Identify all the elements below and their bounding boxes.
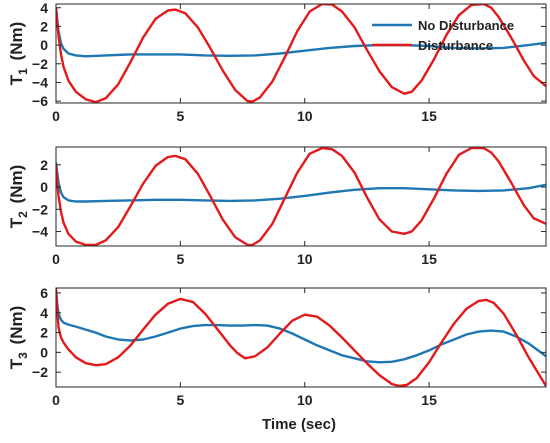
y-axis-label-symbol: T — [7, 358, 26, 369]
y-axis-label-unit: (Nm) — [7, 22, 26, 65]
y-tick-label: −2 — [32, 56, 48, 72]
x-tick-label: 10 — [297, 108, 313, 124]
y-tick-label: 0 — [40, 179, 48, 195]
y-axis-label-unit: (Nm) — [7, 306, 26, 349]
legend-entry-label: Disturbance — [418, 38, 493, 53]
y-tick-label: −2 — [32, 201, 48, 217]
legend: No Disturbance Disturbance — [372, 18, 514, 53]
y-tick-label: 2 — [40, 18, 48, 34]
x-tick-label: 15 — [421, 392, 437, 408]
y-axis-label-subscript: 1 — [16, 68, 30, 75]
y-axis-label: T2 (Nm) — [7, 165, 30, 229]
y-axis-label-symbol: T — [7, 74, 26, 85]
x-tick-label: 10 — [297, 251, 313, 267]
y-tick-label: 4 — [40, 305, 48, 321]
x-tick-label: 0 — [52, 108, 60, 124]
series-line-no-disturbance — [56, 290, 546, 364]
series-line-disturbance — [56, 288, 546, 387]
series-line-no-disturbance — [56, 7, 546, 58]
x-tick-label: 0 — [52, 392, 60, 408]
y-tick-label: 6 — [40, 285, 48, 301]
y-axis-label-subscript: 3 — [16, 352, 30, 359]
legend-entry-label: No Disturbance — [418, 18, 514, 33]
y-tick-label: −4 — [32, 224, 48, 240]
y-tick-label: 0 — [40, 37, 48, 53]
y-tick-label: 4 — [40, 0, 48, 16]
y-tick-label: −2 — [32, 364, 48, 380]
x-tick-label: 5 — [176, 251, 184, 267]
x-tick-label: 5 — [176, 392, 184, 408]
series-line-disturbance — [56, 4, 546, 103]
y-axis-label-subscript: 2 — [16, 211, 30, 218]
series-line-disturbance — [56, 147, 546, 246]
x-tick-label: 15 — [421, 251, 437, 267]
y-axis-label: T3 (Nm) — [7, 306, 30, 370]
y-axis-label-symbol: T — [7, 217, 26, 228]
x-axis-label: Time (sec) — [262, 416, 336, 433]
x-tick-label: 10 — [297, 392, 313, 408]
axes-box — [55, 287, 547, 388]
x-tick-label: 5 — [176, 108, 184, 124]
y-tick-label: 0 — [40, 344, 48, 360]
series-line-no-disturbance — [56, 162, 546, 203]
y-tick-label: 2 — [40, 325, 48, 341]
y-axis-label-unit: (Nm) — [7, 165, 26, 208]
x-tick-label: 15 — [421, 108, 437, 124]
axes-box — [55, 3, 547, 104]
y-tick-label: 2 — [40, 157, 48, 173]
y-axis-label: T1 (Nm) — [7, 22, 30, 86]
axes-box — [55, 146, 547, 247]
y-tick-label: −6 — [32, 93, 48, 109]
x-tick-label: 0 — [52, 251, 60, 267]
y-tick-label: −4 — [32, 74, 48, 90]
